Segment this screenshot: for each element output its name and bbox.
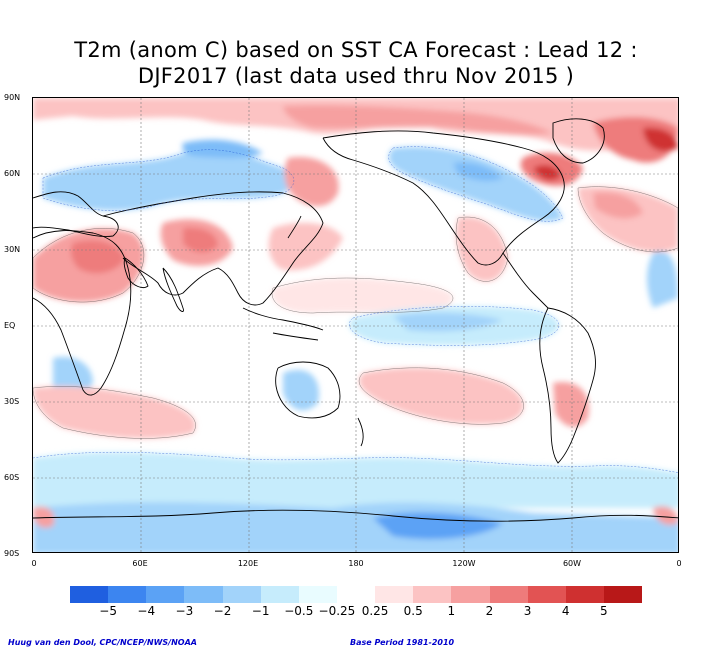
legend-swatch-3 [184,586,223,603]
legend-swatch-7 [336,586,376,603]
lat-label-30s: 30S [4,397,20,406]
legend-label-12: 4 [561,604,570,618]
lon-label-120e: 120E [237,559,259,568]
legend-label-8: 0.5 [403,604,423,618]
map-title-line-2: DJF2017 (last data used thru Nov 2015 ) [137,64,575,88]
legend-swatch-10 [451,586,490,603]
legend-swatch-11 [489,586,528,603]
lat-label-90s: 90S [4,549,20,558]
legend-label-2: −3 [175,604,194,618]
lon-label-60e: 60E [132,559,148,568]
legend-label-1: −4 [137,604,156,618]
lon-label-0: 0 [31,559,37,568]
lon-label-60w: 60W [562,559,582,568]
legend-label-0: −5 [99,604,117,618]
legend-swatch-4 [222,586,261,603]
legend-label-9: 1 [447,604,456,618]
anomaly-shading [33,98,678,552]
legend-swatch-14 [603,586,643,603]
lat-label-30n: 30N [4,245,21,254]
lon-label-0-end: 0 [676,559,682,568]
legend-swatch-8 [375,586,414,603]
legend-swatch-2 [146,586,185,603]
legend-swatch-9 [413,586,452,603]
legend-swatch-1 [108,586,147,603]
legend-label-4: −1 [251,604,270,618]
lat-label-60n: 60N [4,169,21,178]
coastlines [33,118,678,522]
gridlines [33,98,678,552]
lat-label-90n: 90N [4,93,21,102]
color-legend [70,586,643,603]
anomaly-map-svg [33,98,678,552]
legend-label-5: −0.5 [284,604,314,618]
legend-swatch-0 [70,586,109,603]
negative-contours [33,146,678,473]
map-title-line-1: T2m (anom C) based on SST CA Forecast : … [74,38,638,62]
legend-swatch-12 [527,586,566,603]
legend-swatch-6 [298,586,337,603]
legend-label-10: 2 [485,604,494,618]
lat-label-eq: EQ [4,321,16,330]
legend-label-7: 0.25 [361,604,389,618]
legend-swatch-5 [260,586,299,603]
contour-lines [33,186,678,439]
legend-label-13: 5 [600,604,608,618]
credit-author: Huug van den Dool, CPC/NCEP/NWS/NOAA [8,638,197,647]
lat-label-60s: 60S [4,473,20,482]
credit-base-period: Base Period 1981-2010 [350,638,455,647]
legend-label-3: −2 [213,604,232,618]
lon-label-180: 180 [348,559,364,568]
map-area [32,97,679,553]
lon-label-120w: 120W [452,559,476,568]
legend-swatch-13 [565,586,604,603]
legend-label-11: 3 [523,604,532,618]
legend-label-6: −0.25 [318,604,356,618]
